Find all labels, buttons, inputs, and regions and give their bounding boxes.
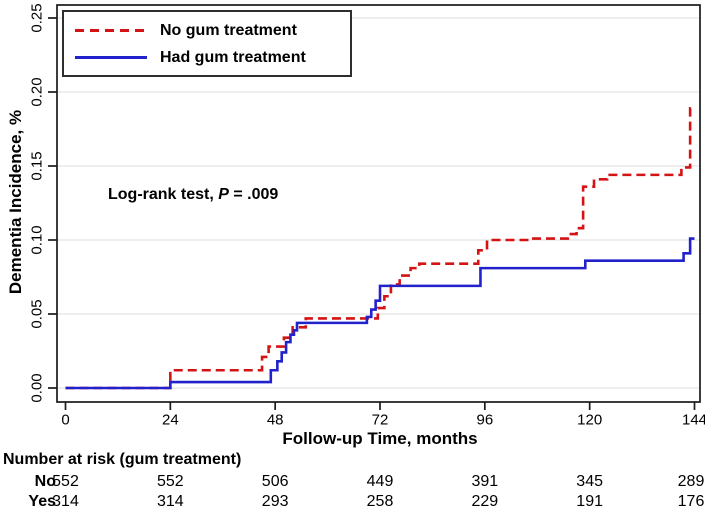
logrank-annotation: Log-rank test, P = .009: [108, 186, 278, 204]
logrank-text-prefix: Log-rank test,: [108, 186, 219, 203]
y-tick-label: 0.00: [28, 373, 46, 403]
legend-label-had-treatment: Had gum treatment: [160, 48, 306, 66]
legend-entry-had-treatment: Had gum treatment: [64, 44, 350, 71]
logrank-p-symbol: P: [218, 186, 229, 203]
x-axis-title: Follow-up Time, months: [282, 429, 478, 448]
risk-value: 191: [576, 493, 604, 510]
curve-no-treatment: [65, 106, 695, 390]
curve-had-treatment: [65, 237, 695, 390]
risk-value: 176: [677, 493, 705, 510]
risk-value: 391: [471, 473, 499, 490]
logrank-p-value: = .009: [228, 186, 279, 203]
y-tick-label: 0.05: [28, 299, 46, 329]
y-tick-label: 0.15: [28, 151, 46, 181]
y-tick-label: 0.20: [28, 77, 46, 107]
risk-value: 293: [261, 493, 289, 510]
risk-value: 289: [677, 473, 705, 490]
risk-value: 449: [366, 473, 394, 490]
x-tick-label: 24: [161, 411, 179, 429]
risk-value: 258: [366, 493, 394, 510]
legend-entry-no-treatment: No gum treatment: [64, 17, 350, 44]
legend-box: No gum treatment Had gum treatment: [62, 10, 352, 77]
x-tick-label: 144: [681, 411, 705, 429]
x-tick-label: 0: [61, 411, 70, 429]
risk-value: 506: [261, 473, 289, 490]
risk-row-label-no: No: [34, 473, 56, 490]
solid-blue-line-sample: [75, 56, 147, 59]
plot-frame: [56, 4, 701, 403]
y-tick-label: 0.25: [28, 3, 46, 33]
risk-value: 314: [52, 493, 79, 510]
x-tick-label: 96: [476, 411, 494, 429]
risk-value: 229: [471, 493, 499, 510]
risk-value: 345: [576, 473, 604, 490]
risk-value: 552: [52, 473, 79, 490]
x-tick-label: 72: [371, 411, 389, 429]
risk-value: 314: [156, 493, 184, 510]
risk-value: 552: [156, 473, 184, 490]
y-axis-title: Dementia Incidence, %: [6, 109, 25, 295]
y-tick-label: 0.10: [28, 225, 46, 255]
legend-label-no-treatment: No gum treatment: [160, 21, 297, 39]
x-tick-label: 120: [577, 411, 603, 429]
x-tick-label: 48: [266, 411, 284, 429]
risk-row-label-yes: Yes: [28, 493, 56, 510]
dashed-red-line-sample: [75, 29, 147, 32]
risk-table-title: Number at risk (gum treatment): [3, 451, 242, 468]
